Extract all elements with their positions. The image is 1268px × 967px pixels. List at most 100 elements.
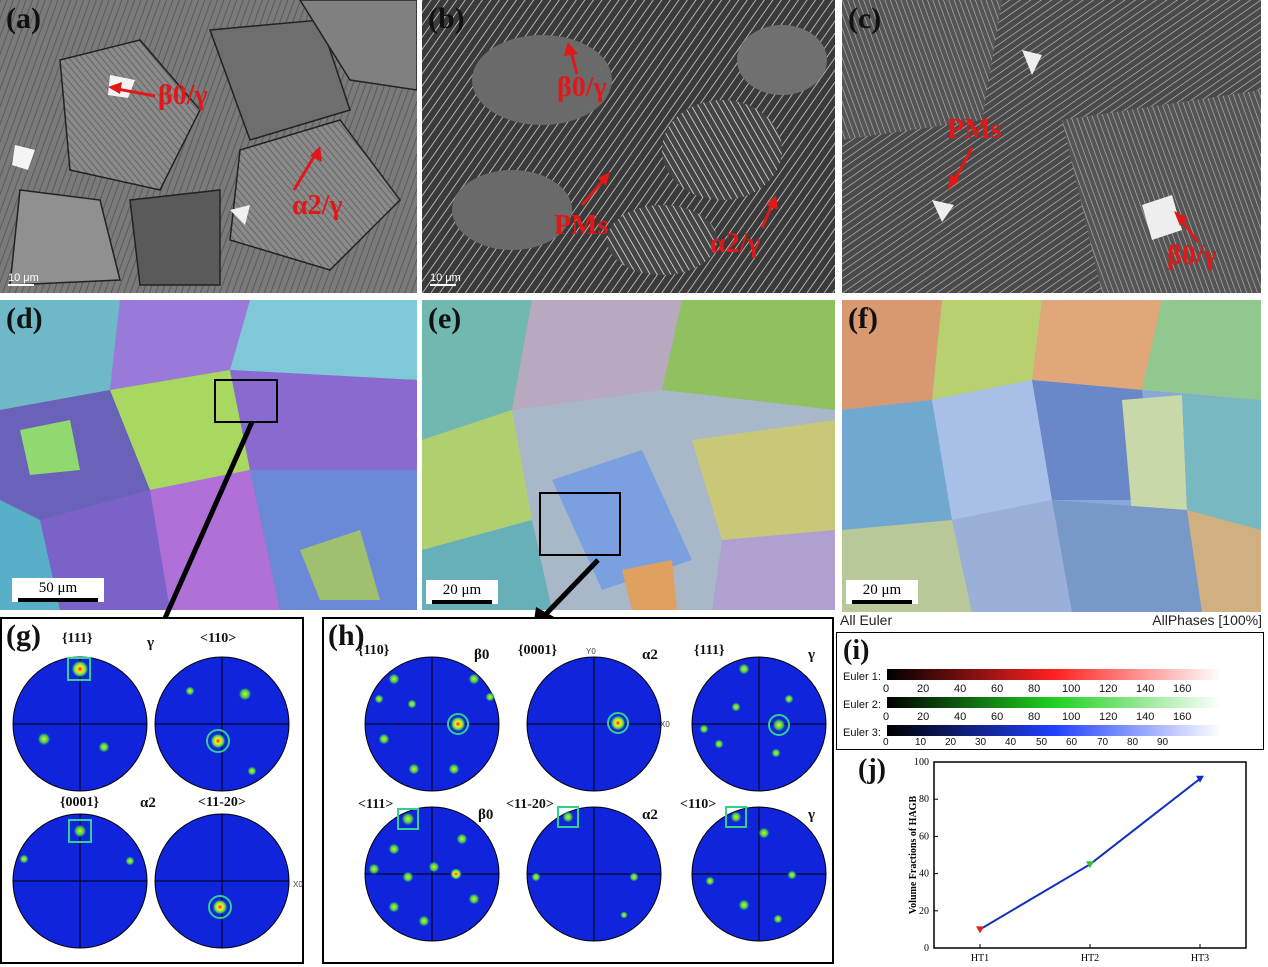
phase-label-h-gamma-1: γ — [808, 647, 816, 663]
pf-label-h-11-20: <11-20> — [506, 797, 554, 812]
ebsd-map-e — [422, 300, 835, 610]
ebsd-panel-d: (d) 50 μm — [0, 300, 417, 610]
euler2-tick-5: 100 — [1062, 711, 1081, 723]
euler2-name: Euler 2: — [843, 699, 881, 711]
panel-label-b: (b) — [428, 2, 465, 35]
euler3-tick-6: 60 — [1066, 737, 1078, 748]
euler1-name: Euler 1: — [843, 671, 881, 683]
euler1-tick-5: 100 — [1062, 683, 1081, 695]
ebsd-panel-e: (e) 20 μm — [422, 300, 835, 610]
scalebar-e: 20 μm — [426, 580, 498, 604]
phase-label-h-alpha2-1: α2 — [642, 647, 658, 663]
pole-figures-h — [364, 656, 827, 942]
ebsd-map-f — [842, 300, 1261, 612]
hagb-series-line — [979, 777, 1201, 931]
arrows-c — [948, 147, 1200, 243]
sem-panel-b: (b) β0/γ PMs α2/γ 10 μm — [422, 0, 835, 293]
panel-label-c: (c) — [848, 2, 882, 35]
ebsd-map-d — [0, 300, 417, 610]
euler2-tick-6: 120 — [1099, 711, 1118, 723]
axis-label-h-x0: X0 — [660, 720, 670, 729]
euler3-name: Euler 3: — [843, 727, 881, 739]
euler1-gradient — [887, 669, 1221, 680]
ebsd-panel-f: (f) 20 μm — [842, 300, 1261, 612]
euler3-tick-7: 70 — [1097, 737, 1109, 748]
pf-label-h-110: {110} — [358, 643, 390, 658]
y-tick-label: 20 — [919, 906, 929, 917]
phase-label-h-beta0-1: β0 — [474, 647, 490, 663]
axis-label-g-x0: X0 — [293, 880, 303, 889]
pf-label-h-u110: <110> — [680, 797, 717, 812]
euler3-tick-2: 20 — [945, 737, 957, 748]
panel-label-g: (g) — [6, 619, 41, 652]
panel-label-e: (e) — [428, 302, 462, 335]
phase-label-g-gamma: γ — [147, 635, 155, 651]
axis-label-h-y0: Y0 — [586, 647, 596, 656]
y-tick-label: 40 — [919, 869, 929, 880]
euler2-tick-3: 60 — [991, 711, 1004, 723]
hagb-chart-panel: (j) 0 20 40 60 80 100 HT1 HT2 HT3 Volume Fraction… — [838, 752, 1266, 964]
euler1-tick-6: 120 — [1099, 683, 1118, 695]
sem-panel-a: (a) β0/γ α2/γ 10 μm — [0, 0, 417, 293]
euler3-tick-4: 40 — [1005, 737, 1017, 748]
phase-label-h-alpha2-2: α2 — [642, 807, 658, 823]
sem-image-a — [0, 0, 417, 293]
pf-label-g-11-20: <11-20> — [198, 795, 246, 810]
panel-label-i: (i) — [843, 635, 870, 666]
euler1-tick-8: 160 — [1173, 683, 1192, 695]
scalebar-b: 10 μm — [430, 272, 461, 286]
pf-label-h-0001: {0001} — [518, 643, 558, 658]
pf-label-g-0001: {0001} — [60, 795, 100, 810]
annotation-pms-b: PMs — [554, 210, 609, 241]
euler-legend-box: (i) Euler 1: 0 20 40 60 80 100 120 140 1… — [836, 632, 1264, 750]
phase-label-g-alpha2: α2 — [140, 795, 156, 811]
panel-label-h: (h) — [328, 619, 365, 652]
euler3-tick-3: 30 — [975, 737, 987, 748]
data-point-ht1 — [976, 926, 984, 934]
scale-text-f: 20 μm — [862, 582, 902, 598]
euler2-tick-2: 40 — [954, 711, 967, 723]
y-tick-label: 100 — [914, 757, 929, 768]
pole-figure-box-g: (g) {111} γ <110> {0001} α2 <11-20> X0 — [0, 617, 304, 964]
annotation-beta-gamma-b: β0/γ — [557, 72, 607, 103]
panel-label-a: (a) — [6, 2, 41, 35]
y-axis-title: Volume Fractions of HAGB — [908, 796, 919, 915]
euler3-tick-0: 0 — [883, 737, 889, 748]
euler2-gradient — [887, 697, 1221, 708]
legend-header-right: AllPhases [100%] — [1152, 612, 1262, 628]
euler2-tick-1: 20 — [917, 711, 930, 723]
y-tick-label: 80 — [919, 794, 929, 805]
euler1-tick-0: 0 — [883, 683, 890, 695]
euler-legend-header: All Euler AllPhases [100%] — [838, 612, 1264, 630]
plot-frame — [933, 761, 1247, 949]
scalebar-d: 50 μm — [12, 578, 104, 602]
euler3-tick-5: 50 — [1036, 737, 1048, 748]
annotation-alpha-gamma-a: α2/γ — [292, 190, 343, 221]
scalebar-f: 20 μm — [846, 580, 918, 604]
euler1-tick-2: 40 — [954, 683, 967, 695]
scalebar-a: 10 μm — [8, 272, 39, 286]
y-tick-label: 0 — [924, 943, 929, 954]
pf-label-h-111: {111} — [694, 643, 725, 658]
annotation-pms-c: PMs — [947, 114, 1002, 145]
pf-label-g-110: <110> — [200, 631, 237, 646]
panel-label-d: (d) — [6, 302, 43, 335]
pole-figure-box-h: (h) {110} β0 {0001} Y0 α2 X0 {111} γ <11… — [322, 617, 834, 964]
euler3-tick-9: 90 — [1157, 737, 1169, 748]
scale-text-b: 10 μm — [430, 272, 461, 284]
scale-text-e: 20 μm — [442, 582, 482, 598]
pf-label-g-111: {111} — [62, 631, 93, 646]
scale-text-a: 10 μm — [8, 272, 39, 284]
pole-figures-g — [12, 656, 290, 949]
euler2-tick-0: 0 — [883, 711, 890, 723]
sem-image-b — [422, 0, 835, 293]
data-point-ht2 — [1086, 861, 1094, 869]
annotation-beta-gamma-a: β0/γ — [158, 80, 208, 111]
x-tick-label: HT3 — [1191, 953, 1209, 964]
sem-panel-c: (c) PMs β0/γ — [842, 0, 1261, 293]
scale-text-d: 50 μm — [38, 580, 78, 596]
data-point-ht3 — [1196, 775, 1204, 783]
euler2-tick-8: 160 — [1173, 711, 1192, 723]
panel-label-j: (j) — [858, 754, 886, 785]
arrows-b — [564, 42, 778, 229]
